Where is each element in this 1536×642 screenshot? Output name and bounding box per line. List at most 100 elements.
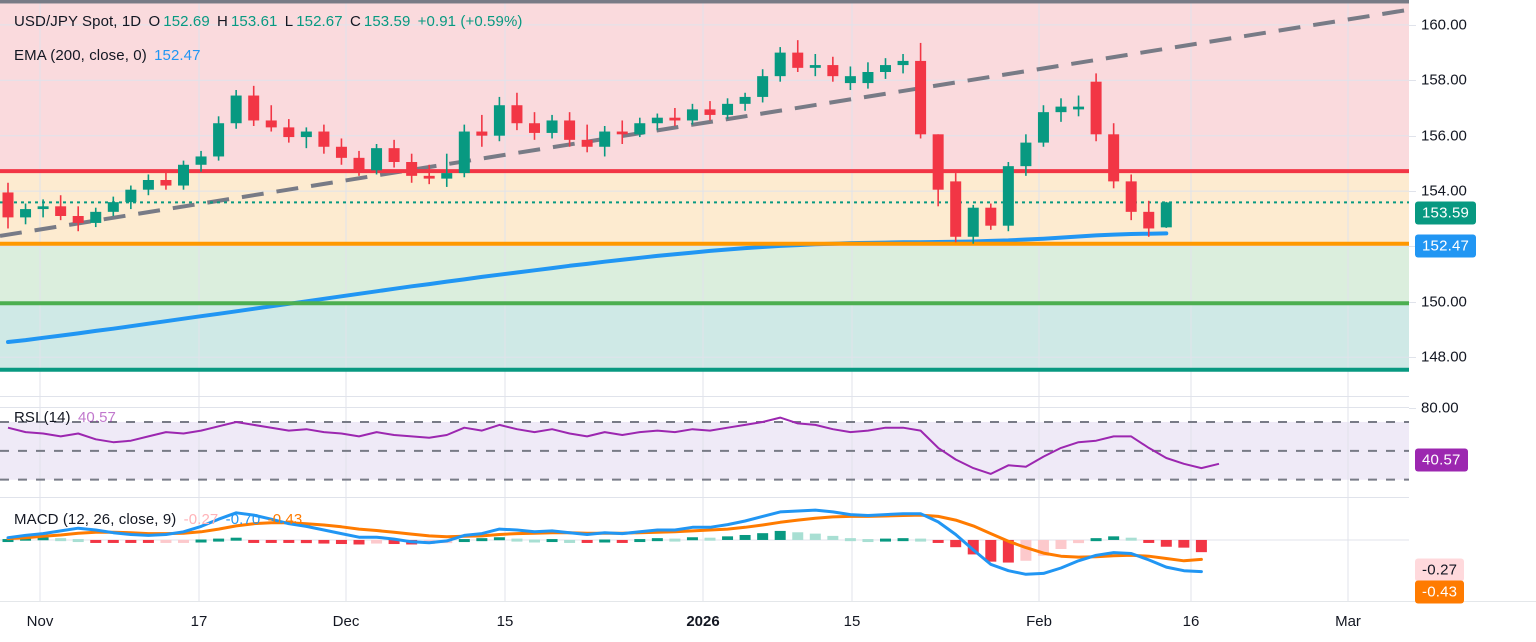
macd-hist-tag[interactable]: -0.27 [1415,558,1465,582]
macd-hist-bar [90,539,102,543]
time-axis-label[interactable]: Feb [1026,613,1052,630]
price-pane[interactable]: 160.00158.00156.00154.00152.00150.00148.… [0,0,1536,396]
macd-axis[interactable]: -0.27 -0.43 [1409,497,1536,604]
candle-body [441,173,453,179]
macd-chart-svg [0,497,1409,601]
rsi-plot-area[interactable] [0,396,1409,497]
macd-pane[interactable]: -0.27 -0.43 [0,497,1536,604]
macd-hist-bar [897,538,909,542]
macd-hist-bar [669,538,681,542]
last-price-tag[interactable]: 153.59 [1415,201,1477,225]
macd-hist-bar [265,539,277,543]
macd-main-line[interactable] [6,508,1203,576]
candle-body [1125,181,1137,212]
macd-hist-bar [1125,537,1137,541]
macd-hist-bar [1020,539,1032,561]
macd-hist-bar [125,539,137,543]
macd-hist-bar [335,539,347,545]
macd-hist-bar [651,538,663,542]
macd-hist-bar [809,533,821,540]
macd-hist-bar [1195,539,1207,553]
macd-hist-bar [634,539,646,543]
macd-hist-bar [1160,539,1172,547]
macd-hist-bar [844,538,856,542]
macd-hist-bar [950,539,962,548]
price-axis-label: 156.00 [1421,127,1467,145]
rsi-axis[interactable]: 80.00 40.57 [1409,396,1536,497]
price-axis-label: 148.00 [1421,348,1467,366]
macd-hist-bar [107,539,119,543]
time-axis[interactable]: Nov 17 Dec 15 2026 15 Feb 16 Mar [0,601,1536,642]
time-axis-label[interactable]: 15 [496,613,514,630]
candlestick-series[interactable] [2,40,1172,244]
rsi-value-tag[interactable]: 40.57 [1415,448,1468,472]
candle-body [160,180,172,186]
candle-body [529,123,540,133]
candle-body [248,95,260,121]
macd-hist-bar [160,539,172,543]
macd-hist-bar [283,539,295,543]
candle-body [476,131,488,136]
price-axis-label: 160.00 [1421,16,1467,34]
time-axis-label[interactable]: 2026 [686,613,720,630]
macd-hist-bar [880,538,891,542]
rsi-line[interactable] [7,416,1220,475]
candle-body [1160,202,1172,228]
macd-hist-bar [546,539,558,543]
candle-body [142,180,154,190]
candle-body [388,148,400,162]
candle-body [55,206,67,216]
resistance-zone [0,1,1409,172]
price-axis-tick [1409,24,1416,26]
support-zone [0,243,1409,304]
macd-hist-bar [388,539,400,545]
macd-hist-bar [476,538,488,542]
rsi-pane[interactable]: 80.00 40.57 [0,396,1536,497]
dashed-trendline[interactable] [0,7,1409,238]
candle-body [1020,142,1032,167]
ema-price-tag[interactable]: 152.47 [1415,234,1477,258]
candle-body [265,120,277,128]
price-axis[interactable]: 160.00158.00156.00154.00152.00150.00148.… [1409,0,1536,396]
rsi-chart-svg [0,396,1409,497]
candle-body [90,211,102,223]
candle-body [880,65,891,72]
macd-hist-bar [792,532,804,540]
candle-body [1002,166,1014,226]
macd-hist-bar [371,539,383,544]
price-plot-area[interactable] [0,0,1409,396]
macd-signal-tag[interactable]: -0.43 [1415,580,1465,604]
time-axis-label[interactable]: 16 [1182,613,1200,630]
candle-body [669,117,681,121]
time-axis-label[interactable]: Dec [332,613,360,630]
time-axis-label[interactable]: Nov [26,613,54,630]
macd-hist-bar [1108,536,1120,540]
macd-plot-area[interactable] [0,497,1409,601]
macd-hist-bar [1178,539,1190,548]
macd-hist-bar [862,539,874,543]
candle-body [72,216,84,223]
macd-hist-bar [1143,539,1155,543]
candle-body [300,131,312,138]
candle-body [230,95,242,124]
candle-body [774,52,786,77]
candle-body [897,60,909,66]
price-axis-tick [1409,80,1416,82]
candle-body [458,131,470,174]
price-axis-tick [1409,357,1416,359]
macd-histogram[interactable] [2,530,1207,563]
time-axis-label[interactable]: Mar [1335,613,1361,630]
macd-hist-bar [932,539,944,543]
macd-hist-bar [757,533,769,540]
macd-hist-bar [511,538,523,542]
macd-hist-bar [195,539,207,543]
time-axis-label[interactable]: 17 [190,613,208,630]
time-axis-label[interactable]: 15 [843,613,861,630]
macd-hist-bar [967,539,979,555]
candle-body [950,181,962,237]
macd-hist-bar [300,539,312,544]
macd-hist-bar [142,539,154,543]
macd-hist-bar [1002,539,1014,563]
macd-hist-bar [774,530,786,540]
